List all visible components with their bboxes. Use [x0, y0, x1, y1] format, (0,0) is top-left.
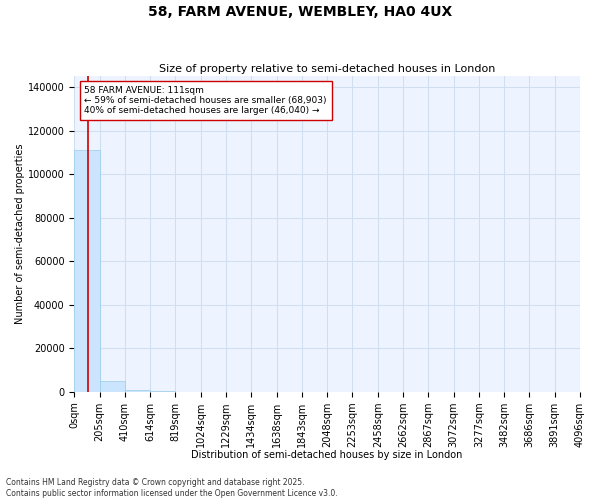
Bar: [74, 150, 100, 392]
Text: 58, FARM AVENUE, WEMBLEY, HA0 4UX: 58, FARM AVENUE, WEMBLEY, HA0 4UX: [148, 5, 452, 19]
Y-axis label: Number of semi-detached properties: Number of semi-detached properties: [15, 144, 25, 324]
Bar: [100, 381, 125, 392]
Title: Size of property relative to semi-detached houses in London: Size of property relative to semi-detach…: [159, 64, 496, 74]
X-axis label: Distribution of semi-detached houses by size in London: Distribution of semi-detached houses by …: [191, 450, 463, 460]
Text: 58 FARM AVENUE: 111sqm
← 59% of semi-detached houses are smaller (68,903)
40% of: 58 FARM AVENUE: 111sqm ← 59% of semi-det…: [85, 86, 327, 116]
Text: Contains HM Land Registry data © Crown copyright and database right 2025.
Contai: Contains HM Land Registry data © Crown c…: [6, 478, 338, 498]
Bar: [125, 390, 150, 392]
